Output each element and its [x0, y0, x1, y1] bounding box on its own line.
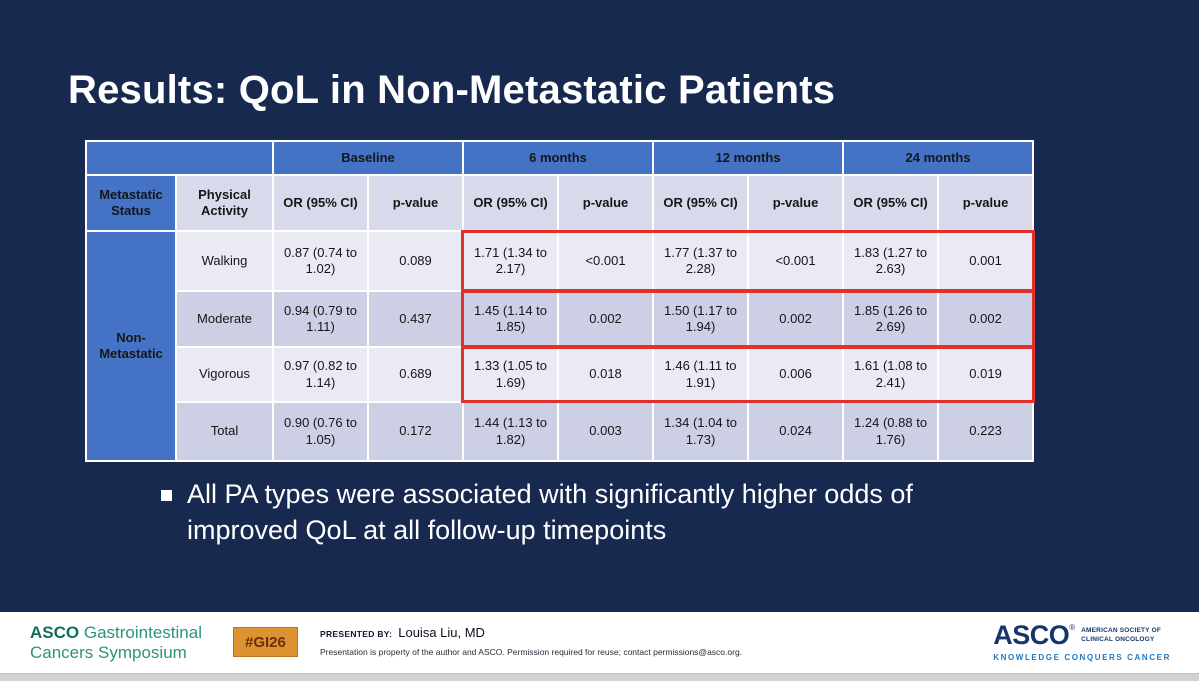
p-cell: 0.689 [366, 346, 465, 403]
timepoint-header-24months: 24 months [842, 140, 1035, 176]
or-header-6months: OR (95% CI) [462, 174, 560, 232]
or-cell: 1.77 (1.37 to 2.28) [652, 230, 750, 292]
symposium-logo-gastro: Gastrointestinal [83, 623, 202, 642]
or-cell: 1.34 (1.04 to 1.73) [652, 401, 750, 462]
asco-wordmark: ASCO [993, 620, 1070, 650]
p-cell: 0.002 [937, 290, 1035, 348]
activity-cell: Moderate [175, 290, 274, 348]
or-cell: 1.61 (1.08 to 2.41) [842, 346, 940, 403]
p-cell: 0.089 [366, 230, 465, 292]
p-cell: 0.003 [557, 401, 655, 462]
p-value-header-24months: p-value [937, 174, 1035, 232]
results-table: Baseline 6 months 12 months 24 months Me… [85, 140, 1035, 462]
or-cell: 1.44 (1.13 to 1.82) [462, 401, 560, 462]
registered-mark: ® [1069, 623, 1076, 632]
p-cell: 0.024 [747, 401, 845, 462]
bullet-square-icon [161, 490, 172, 501]
or-cell: 0.94 (0.79 to 1.11) [272, 290, 369, 348]
or-cell: 0.90 (0.76 to 1.05) [272, 401, 369, 462]
column-header-row: Metastatic Status Physical Activity OR (… [85, 174, 1035, 232]
activity-cell: Walking [175, 230, 274, 292]
physical-activity-header: Physical Activity [175, 174, 274, 232]
p-cell: <0.001 [557, 230, 655, 292]
or-cell: 1.24 (0.88 to 1.76) [842, 401, 940, 462]
slide-title: Results: QoL in Non-Metastatic Patients [68, 68, 836, 112]
presented-by-line: PRESENTED BY: Louisa Liu, MD [320, 625, 742, 640]
hashtag-badge: #GI26 [233, 627, 298, 657]
table-row-vigorous: Vigorous 0.97 (0.82 to 1.14) 0.689 1.33 … [86, 346, 1035, 403]
results-table-wrap: Baseline 6 months 12 months 24 months Me… [85, 140, 1036, 462]
p-cell: 0.223 [937, 401, 1035, 462]
p-cell: 0.437 [366, 290, 465, 348]
p-cell: 0.172 [366, 401, 465, 462]
p-cell: <0.001 [747, 230, 845, 292]
or-header-24months: OR (95% CI) [842, 174, 940, 232]
or-header-baseline: OR (95% CI) [272, 174, 369, 232]
or-cell: 1.45 (1.14 to 1.85) [462, 290, 560, 348]
timepoint-header-12months: 12 months [652, 140, 845, 176]
activity-cell: Vigorous [175, 346, 274, 403]
p-value-header-6months: p-value [557, 174, 655, 232]
or-cell: 1.33 (1.05 to 1.69) [462, 346, 560, 403]
presented-by-label: PRESENTED BY: [320, 629, 393, 639]
asco-logo: ASCO ® AMERICAN SOCIETY OF CLINICAL ONCO… [993, 622, 1171, 663]
activity-cell: Total [175, 401, 274, 462]
presenter-block: PRESENTED BY: Louisa Liu, MD Presentatio… [320, 625, 742, 657]
asco-logo-top: ASCO ® AMERICAN SOCIETY OF CLINICAL ONCO… [993, 622, 1171, 649]
p-cell: 0.019 [937, 346, 1035, 403]
key-finding-bullet: All PA types were associated with signif… [161, 477, 1007, 549]
symposium-logo-line2: Cancers Symposium [30, 643, 187, 663]
timepoint-header-baseline: Baseline [271, 140, 465, 176]
table-row-moderate: Moderate 0.94 (0.79 to 1.11) 0.437 1.45 … [86, 290, 1035, 348]
or-header-12months: OR (95% CI) [652, 174, 750, 232]
bullet-text: All PA types were associated with signif… [187, 479, 913, 545]
window-edge [0, 673, 1199, 681]
footer-bar: ASCO Gastrointestinal Cancers Symposium … [0, 612, 1199, 674]
or-cell: 0.97 (0.82 to 1.14) [272, 346, 369, 403]
p-value-header-baseline: p-value [366, 174, 465, 232]
or-cell: 1.83 (1.27 to 2.63) [842, 230, 940, 292]
p-value-header-12months: p-value [747, 174, 845, 232]
or-cell: 1.71 (1.34 to 2.17) [462, 230, 560, 292]
p-cell: 0.002 [557, 290, 655, 348]
symposium-logo: ASCO Gastrointestinal Cancers Symposium [30, 623, 202, 664]
corner-cell [85, 140, 274, 176]
or-cell: 0.87 (0.74 to 1.02) [272, 230, 369, 292]
asco-tagline: KNOWLEDGE CONQUERS CANCER [993, 653, 1171, 662]
table-row-walking: Non-Metastatic Walking 0.87 (0.74 to 1.0… [85, 230, 1035, 462]
timepoint-header-6months: 6 months [462, 140, 655, 176]
timepoint-header-row: Baseline 6 months 12 months 24 months [85, 140, 1035, 176]
asco-society-text: AMERICAN SOCIETY OF CLINICAL ONCOLOGY [1081, 626, 1161, 645]
copyright-disclaimer: Presentation is property of the author a… [320, 647, 743, 657]
or-cell: 1.85 (1.26 to 2.69) [842, 290, 940, 348]
metastatic-status-header: Metastatic Status [85, 174, 177, 232]
table-row-total: Total 0.90 (0.76 to 1.05) 0.172 1.44 (1.… [86, 401, 1035, 462]
asco-society-line2: CLINICAL ONCOLOGY [1081, 636, 1155, 644]
p-cell: 0.018 [557, 346, 655, 403]
group-label-cell: Non-Metastatic [85, 230, 177, 462]
symposium-logo-line1: ASCO Gastrointestinal [30, 623, 202, 643]
or-cell: 1.46 (1.11 to 1.91) [652, 346, 750, 403]
p-cell: 0.001 [937, 230, 1035, 292]
p-cell: 0.002 [747, 290, 845, 348]
asco-society-line1: AMERICAN SOCIETY OF [1081, 627, 1162, 634]
or-cell: 1.50 (1.17 to 1.94) [652, 290, 750, 348]
p-cell: 0.006 [747, 346, 845, 403]
presenter-name: Louisa Liu, MD [398, 625, 485, 640]
symposium-logo-asco: ASCO [30, 623, 80, 642]
